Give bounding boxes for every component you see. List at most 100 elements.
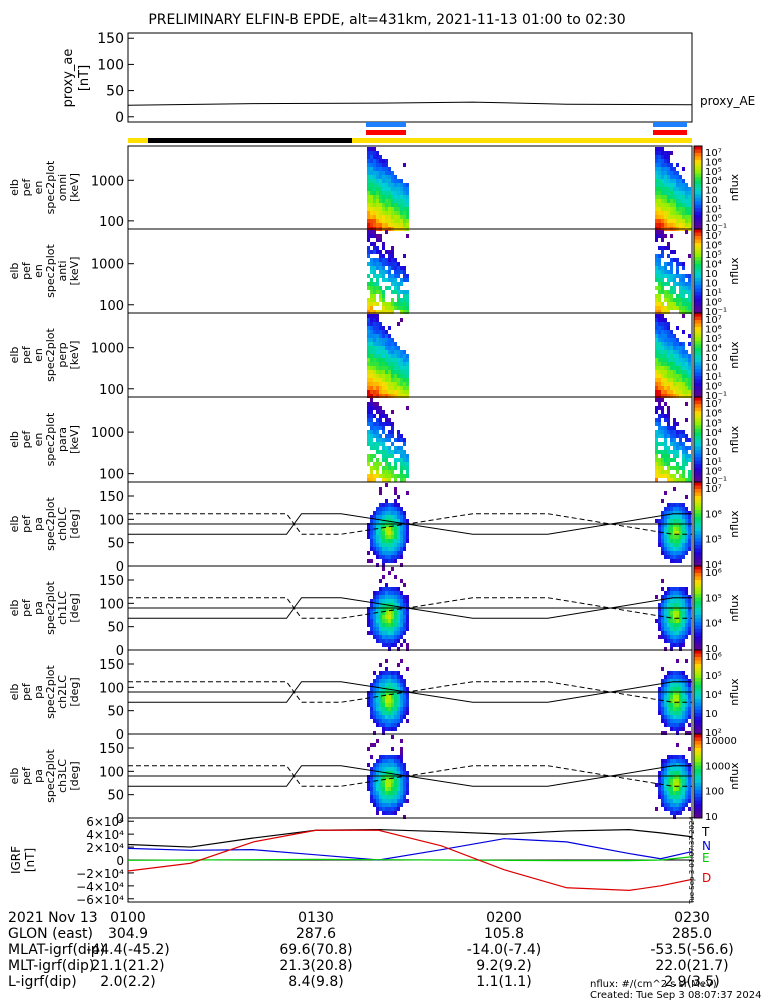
spectrogram-cell — [670, 703, 673, 707]
spectrogram-cell — [673, 390, 676, 394]
spectrogram-cell — [676, 763, 679, 767]
spectrogram-cell — [670, 531, 673, 535]
spectrogram-cell — [670, 426, 673, 430]
spectrogram-cell — [679, 507, 682, 511]
colorbar-tick-label: 10⁷ — [705, 484, 722, 495]
spectrogram-cell — [688, 539, 691, 543]
spectrogram-cell — [391, 175, 394, 179]
spectrogram-cell — [679, 531, 682, 535]
colorbar-segment — [694, 447, 702, 451]
spectrogram-cell — [676, 298, 679, 302]
spectrogram-cell — [391, 515, 394, 519]
spectrogram-cell — [370, 398, 373, 402]
spectrogram-cell — [394, 466, 397, 470]
spectrogram-cell — [373, 159, 376, 163]
colorbar-segment — [694, 425, 702, 429]
spectrogram-cell — [403, 254, 406, 258]
colorbar-segment — [694, 243, 702, 247]
spectrogram-cell — [670, 643, 673, 647]
spectrogram-cell — [391, 555, 394, 559]
spectrogram-cell — [688, 286, 691, 290]
colorbar-segment — [694, 436, 702, 440]
spectrogram-cell — [682, 527, 685, 531]
spectrogram-cell — [664, 535, 667, 539]
spectrogram-cell — [385, 699, 388, 703]
spectrogram-cell — [661, 579, 664, 583]
x-axis-row-value: 21.1(21.2) — [91, 958, 164, 974]
colorbar-segment — [694, 650, 702, 654]
colorbar-segment — [694, 685, 702, 689]
spectrogram-cell — [688, 274, 691, 278]
spectrogram-cell — [379, 703, 382, 707]
spectrogram-cell — [667, 211, 670, 215]
spectrogram-cell — [685, 599, 688, 603]
spectrogram-cell — [667, 623, 670, 627]
spectrogram-cell — [388, 390, 391, 394]
spectrogram-cell — [394, 551, 397, 555]
spectrogram-cell — [676, 759, 679, 763]
colorbar-tick-label: 10⁵ — [705, 593, 722, 604]
spectrogram-cell — [394, 587, 397, 591]
colorbar-segment — [694, 598, 702, 602]
spectrogram-cell — [670, 294, 673, 298]
spectrogram-cell — [391, 807, 394, 811]
spectrogram-cell — [682, 286, 685, 290]
colorbar-segment — [694, 285, 702, 289]
spectrogram-cell — [394, 286, 397, 290]
spectrogram-cell — [688, 223, 691, 227]
spectrogram-cell — [376, 703, 379, 707]
spectrogram-cell — [379, 799, 382, 803]
spectrogram-cell — [382, 219, 385, 223]
spectrogram-cell — [658, 603, 661, 607]
spectrogram-cell — [376, 531, 379, 535]
colorbar-segment — [694, 549, 702, 553]
spectrogram-cell — [397, 543, 400, 547]
spectrogram-cell — [682, 795, 685, 799]
spectrogram-cell — [658, 199, 661, 203]
spectrogram-cell — [385, 711, 388, 715]
spectrogram-cell — [400, 551, 403, 555]
colorbar-segment — [694, 622, 702, 626]
spectrogram-cell — [394, 599, 397, 603]
spectrogram-cell — [688, 458, 691, 462]
spectrogram-cell — [367, 187, 370, 191]
spectrogram-cell — [667, 203, 670, 207]
spectrogram-cell — [400, 703, 403, 707]
spectrogram-cell — [676, 743, 679, 747]
spectrogram-cell — [379, 711, 382, 715]
spectrogram-cell — [658, 266, 661, 270]
spectrogram-cell — [685, 771, 688, 775]
spectrogram-cell — [679, 759, 682, 763]
spectrogram-cell — [667, 787, 670, 791]
spectrogram-cell — [676, 687, 679, 691]
spectrogram-cell — [391, 755, 394, 759]
spectrogram-cell — [679, 783, 682, 787]
spectrogram-cell — [370, 699, 373, 703]
spectrogram-cell — [667, 535, 670, 539]
spectrogram-cell — [667, 675, 670, 679]
spectrogram-cell — [391, 282, 394, 286]
spectrogram-cell — [685, 547, 688, 551]
spectrogram-cell — [391, 290, 394, 294]
spectrogram-cell — [661, 155, 664, 159]
spectrogram-cell — [388, 763, 391, 767]
spectrogram-cell — [403, 211, 406, 215]
spectrogram-cell — [376, 215, 379, 219]
spectrogram-cell — [670, 795, 673, 799]
spectrogram-cell — [394, 639, 397, 643]
spectrogram-cell — [676, 430, 679, 434]
spectrogram-cell — [667, 779, 670, 783]
spectrogram-cell — [382, 378, 385, 382]
spectrogram-cell — [679, 595, 682, 599]
spectrogram-cell — [682, 799, 685, 803]
spectrogram-cell — [676, 519, 679, 523]
spectrogram-cell — [403, 791, 406, 795]
spectrogram-cell — [667, 362, 670, 366]
spectrogram-cell — [388, 175, 391, 179]
spectrogram-cell — [394, 759, 397, 763]
spectrogram-cell — [679, 539, 682, 543]
colorbar-segment — [694, 149, 702, 153]
spectrogram-cell — [394, 787, 397, 791]
spectrogram-cell — [655, 179, 658, 183]
spectrogram-cell — [391, 278, 394, 282]
